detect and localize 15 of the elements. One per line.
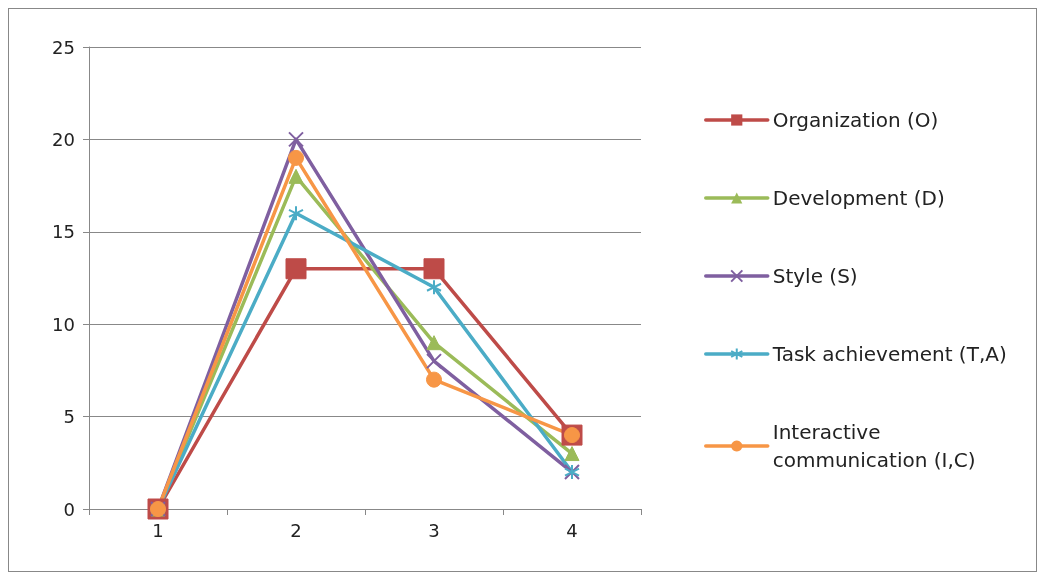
y-tick-label: 15 <box>52 221 75 243</box>
y-tick-label: 0 <box>63 498 75 520</box>
legend-label: Style (S) <box>772 264 858 288</box>
y-tick-label: 25 <box>52 36 75 58</box>
legend-label: Organization (O) <box>772 108 939 132</box>
legend-label: Task achievement (T,A) <box>771 342 1007 366</box>
y-tick-label: 20 <box>52 128 75 150</box>
y-tick-label: 5 <box>63 406 75 428</box>
legend-label: Development (D) <box>772 186 945 210</box>
x-tick-label: 2 <box>290 519 302 541</box>
x-tick-label: 4 <box>566 519 578 541</box>
x-tick-label: 1 <box>152 519 164 541</box>
y-tick-label: 10 <box>52 313 75 335</box>
x-tick-label: 3 <box>428 519 440 541</box>
legend-label: Interactive communication (I,C) <box>772 420 976 472</box>
